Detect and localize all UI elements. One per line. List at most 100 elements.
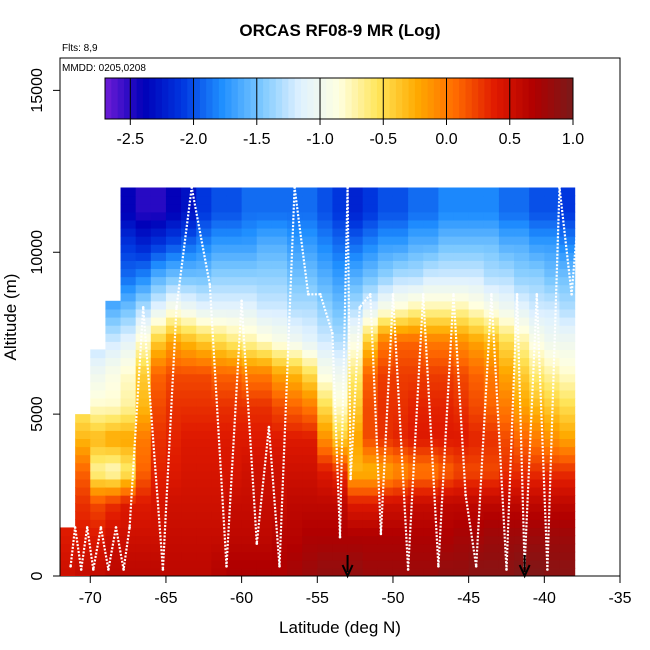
heatmap-cell — [453, 219, 470, 229]
flight-track-point — [349, 477, 352, 481]
heatmap-cell — [483, 478, 500, 488]
heatmap-cell — [181, 244, 197, 253]
heatmap-cell — [529, 543, 545, 553]
heatmap-cell — [196, 470, 212, 480]
heatmap-cell — [226, 211, 243, 221]
heatmap-cell — [90, 438, 107, 448]
heatmap-cell — [514, 219, 530, 229]
heatmap-cell — [256, 559, 273, 569]
heatmap-cell — [483, 349, 500, 359]
heatmap-cell — [377, 211, 394, 221]
heatmap-cell — [287, 227, 303, 237]
heatmap-cell — [150, 260, 167, 270]
heatmap-cell — [438, 219, 455, 229]
heatmap-cell — [181, 543, 197, 553]
heatmap-cell — [105, 414, 122, 423]
heatmap-cell — [392, 462, 409, 472]
heatmap-cell — [438, 341, 455, 350]
heatmap-cell — [498, 333, 515, 342]
heatmap-cell — [181, 559, 197, 569]
heatmap-cell — [559, 211, 576, 221]
heatmap-cell — [498, 211, 515, 221]
heatmap-cell — [226, 551, 243, 561]
heatmap-cell — [181, 438, 197, 448]
heatmap-cell — [150, 187, 167, 197]
heatmap-cell — [226, 535, 243, 545]
heatmap-cell — [302, 535, 318, 545]
heatmap-cell — [302, 333, 318, 342]
heatmap-cell — [181, 430, 197, 439]
heatmap-cell — [120, 373, 137, 383]
heatmap-cell — [256, 373, 273, 383]
heatmap-cell — [256, 486, 273, 496]
heatmap-cell — [317, 195, 334, 205]
heatmap-cell — [90, 511, 107, 520]
heatmap-cell — [120, 284, 137, 294]
heatmap-cell — [181, 236, 197, 245]
heatmap-cell — [196, 292, 212, 302]
heatmap-cell — [453, 454, 470, 464]
heatmap-cell — [377, 219, 394, 229]
heatmap-cell — [241, 373, 258, 383]
heatmap-cell — [438, 527, 455, 537]
colorbar-segment — [566, 78, 574, 119]
colorbar-segment — [288, 78, 296, 119]
heatmap-cell — [332, 422, 349, 431]
heatmap-cell — [544, 486, 561, 496]
colorbar-segment — [547, 78, 555, 119]
heatmap-cell — [135, 325, 152, 334]
heatmap-cell — [196, 195, 212, 205]
heatmap-cell — [317, 454, 334, 464]
heatmap-cell — [529, 219, 545, 229]
heatmap-cell — [165, 268, 182, 278]
heatmap-cell — [120, 478, 137, 488]
heatmap-cell — [165, 284, 182, 294]
heatmap-cell — [181, 422, 197, 431]
heatmap-cell — [120, 300, 137, 310]
heatmap-cell — [105, 308, 122, 318]
heatmap-cell — [287, 276, 303, 286]
heatmap-cell — [408, 519, 424, 529]
heatmap-cell — [362, 203, 379, 213]
heatmap-cell — [271, 511, 288, 520]
heatmap-cell — [332, 397, 349, 407]
heatmap-cell — [256, 260, 273, 270]
heatmap-cell — [423, 397, 439, 407]
heatmap-cell — [302, 527, 318, 537]
heatmap-cell — [483, 503, 500, 512]
colorbar-segment — [541, 78, 549, 119]
heatmap-cell — [211, 284, 228, 294]
heatmap-cell — [559, 373, 576, 383]
heatmap-cell — [377, 486, 394, 496]
heatmap-cell — [226, 284, 243, 294]
heatmap-cell — [529, 268, 545, 278]
heatmap-cell — [287, 543, 303, 553]
heatmap-cell — [453, 333, 470, 342]
heatmap-cell — [514, 325, 530, 334]
heatmap-cell — [196, 381, 212, 391]
heatmap-cell — [135, 519, 152, 529]
heatmap-cell — [544, 268, 561, 278]
heatmap-cell — [483, 227, 500, 237]
heatmap-cell — [226, 373, 243, 383]
heatmap-cell — [226, 341, 243, 350]
heatmap-cell — [226, 300, 243, 310]
heatmap-cell — [438, 268, 455, 278]
heatmap-cell — [181, 284, 197, 294]
heatmap-cell — [544, 219, 561, 229]
heatmap-cell — [483, 357, 500, 367]
heatmap-cell — [90, 495, 107, 504]
heatmap-cell — [256, 389, 273, 399]
heatmap-cell — [271, 486, 288, 496]
heatmap-cell — [362, 284, 379, 294]
heatmap-cell — [347, 236, 364, 245]
heatmap-cell — [256, 462, 273, 472]
heatmap-cell — [559, 325, 576, 334]
heatmap-cell — [120, 292, 137, 302]
heatmap-cell — [453, 244, 470, 253]
heatmap-cell — [287, 195, 303, 205]
heatmap-cell — [514, 236, 530, 245]
colorbar-segment — [357, 78, 365, 119]
heatmap-cell — [423, 551, 439, 561]
